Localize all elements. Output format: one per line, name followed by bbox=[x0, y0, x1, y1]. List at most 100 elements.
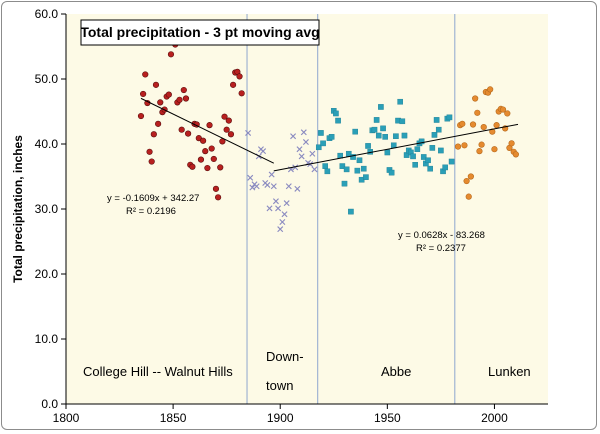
plot-area bbox=[66, 14, 548, 404]
data-point bbox=[272, 198, 279, 205]
data-point bbox=[296, 146, 303, 153]
data-point bbox=[363, 174, 369, 180]
data-point bbox=[388, 169, 395, 176]
data-point bbox=[283, 200, 290, 207]
data-point bbox=[298, 153, 305, 160]
trend-equation-2: y = 0.0628x - 83.268 bbox=[398, 230, 485, 241]
data-point bbox=[249, 184, 256, 191]
data-point bbox=[429, 145, 436, 151]
data-point bbox=[401, 132, 408, 139]
data-point bbox=[499, 106, 507, 113]
data-point bbox=[137, 112, 145, 120]
data-point bbox=[279, 219, 286, 225]
data-point bbox=[264, 181, 271, 188]
data-point bbox=[493, 122, 500, 129]
data-point bbox=[197, 156, 205, 163]
data-point bbox=[167, 51, 175, 58]
data-point bbox=[281, 211, 288, 218]
precipitation-scatter-chart: 0.0 10.0 20.0 30.0 40.0 50.0 60.0 1800 1850 1900 1… bbox=[11, 7, 548, 425]
data-point bbox=[221, 113, 228, 120]
data-point bbox=[433, 117, 440, 123]
data-point bbox=[373, 117, 380, 123]
era-label-town: town bbox=[266, 378, 293, 393]
x-tick-label: 1900 bbox=[267, 411, 294, 425]
trend-equation-1: y = -0.1609x + 342.27 bbox=[107, 193, 199, 204]
data-point bbox=[446, 114, 453, 121]
data-point bbox=[275, 205, 282, 212]
data-point bbox=[204, 164, 211, 172]
data-point bbox=[414, 146, 421, 153]
data-point bbox=[142, 71, 149, 78]
data-point bbox=[425, 157, 431, 164]
x-tick-label: 1850 bbox=[160, 411, 187, 425]
data-point bbox=[512, 151, 519, 158]
data-point bbox=[152, 81, 160, 88]
data-point bbox=[236, 73, 243, 80]
data-point bbox=[480, 123, 487, 131]
data-point bbox=[384, 149, 391, 156]
data-point bbox=[182, 95, 190, 102]
axes: 0.0 10.0 20.0 30.0 40.0 50.0 60.0 1800 1850 1900 1… bbox=[35, 7, 548, 425]
data-point bbox=[292, 164, 299, 171]
data-point bbox=[157, 99, 164, 106]
data-point bbox=[435, 126, 442, 133]
data-point bbox=[245, 129, 252, 136]
data-point bbox=[238, 90, 245, 97]
data-point bbox=[155, 120, 162, 127]
data-point bbox=[225, 117, 232, 124]
data-point bbox=[412, 161, 418, 168]
data-point bbox=[202, 148, 209, 155]
y-tick-label: 40.0 bbox=[35, 137, 59, 151]
y-tick-label: 30.0 bbox=[35, 202, 59, 216]
data-point bbox=[352, 128, 359, 135]
data-point bbox=[253, 183, 260, 190]
data-point bbox=[270, 183, 277, 190]
data-point bbox=[266, 205, 273, 212]
data-point bbox=[478, 141, 485, 148]
data-point bbox=[180, 86, 187, 94]
data-point bbox=[465, 193, 472, 200]
data-point bbox=[491, 146, 498, 153]
data-point bbox=[420, 154, 427, 160]
trendlines bbox=[140, 97, 519, 172]
data-point bbox=[324, 168, 331, 175]
x-tick-label: 2000 bbox=[481, 411, 508, 425]
x-tick-label: 1800 bbox=[53, 411, 80, 425]
data-point bbox=[504, 110, 511, 117]
data-point bbox=[320, 140, 326, 147]
data-point bbox=[290, 133, 297, 140]
data-point bbox=[318, 130, 324, 136]
data-point bbox=[397, 98, 403, 105]
data-point bbox=[148, 158, 155, 165]
data-point bbox=[348, 208, 354, 215]
data-point bbox=[223, 126, 230, 133]
data-point bbox=[176, 96, 183, 103]
data-point bbox=[382, 134, 388, 140]
data-point bbox=[393, 133, 399, 140]
data-point bbox=[294, 185, 301, 192]
chart-title: Total precipitation - 3 pt moving avg bbox=[80, 24, 319, 40]
x-tick-label: 1950 bbox=[374, 411, 401, 425]
data-point bbox=[300, 129, 307, 136]
data-point bbox=[311, 166, 318, 173]
y-tick-label: 50.0 bbox=[35, 72, 59, 86]
data-point bbox=[350, 154, 356, 160]
data-point bbox=[472, 95, 479, 102]
data-point bbox=[260, 148, 267, 155]
chart-labels: Total precipitation - 3 pt moving avg To… bbox=[11, 19, 531, 393]
data-point bbox=[461, 142, 468, 149]
data-point bbox=[210, 155, 217, 163]
data-point bbox=[474, 109, 481, 116]
data-point bbox=[212, 185, 220, 192]
data-point bbox=[427, 165, 433, 172]
data-point bbox=[375, 132, 382, 139]
data-point bbox=[442, 164, 448, 171]
data-point bbox=[285, 183, 292, 190]
data-point bbox=[333, 110, 339, 117]
data-point bbox=[229, 81, 237, 88]
data-point bbox=[371, 126, 378, 133]
data-point bbox=[438, 147, 444, 154]
data-point bbox=[339, 163, 346, 169]
y-tick-label: 20.0 bbox=[35, 267, 59, 281]
